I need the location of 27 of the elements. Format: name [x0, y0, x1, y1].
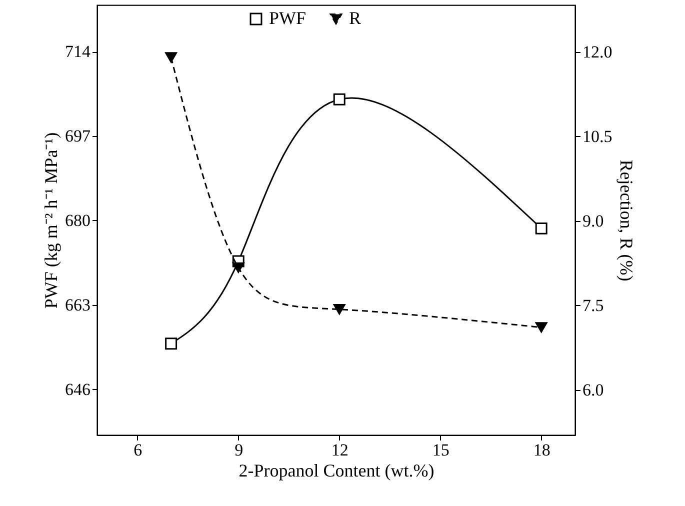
- point: [333, 93, 346, 106]
- x-tick-label: 18: [533, 440, 550, 460]
- x-tick-label: 9: [234, 440, 244, 460]
- x-tick-label: 15: [432, 440, 450, 460]
- y-axis-title: PWF (kg m⁻² h⁻¹ MPa⁻¹): [41, 132, 61, 309]
- x-axis-title: 2-Propanol Content (wt.%): [238, 460, 434, 480]
- y-tick-label: 663: [65, 295, 90, 314]
- y2-tick-label: 6.0: [582, 380, 604, 400]
- point: [535, 222, 548, 234]
- point: [333, 304, 346, 315]
- y2-tick-label: 7.5: [582, 296, 604, 315]
- legend-label: PWF: [269, 8, 306, 28]
- y2-tick-label: 12.0: [582, 42, 612, 62]
- point: [232, 262, 244, 273]
- x-tick-label: 6: [134, 440, 142, 460]
- point: [165, 52, 178, 63]
- y-tick-label: 646: [65, 380, 90, 399]
- x-tick-label: 12: [331, 440, 348, 460]
- point: [535, 322, 548, 333]
- y2-axis-title: Rejection, R (%): [616, 160, 636, 282]
- y-tick-label: 714: [65, 42, 91, 62]
- y2-tick-label: 9.0: [582, 211, 604, 230]
- point: [165, 338, 178, 350]
- y2-tick-label: 10.5: [582, 126, 612, 146]
- y-tick-label: 680: [65, 210, 90, 230]
- legend-label: R: [349, 8, 362, 28]
- y-tick-label: 697: [65, 126, 91, 146]
